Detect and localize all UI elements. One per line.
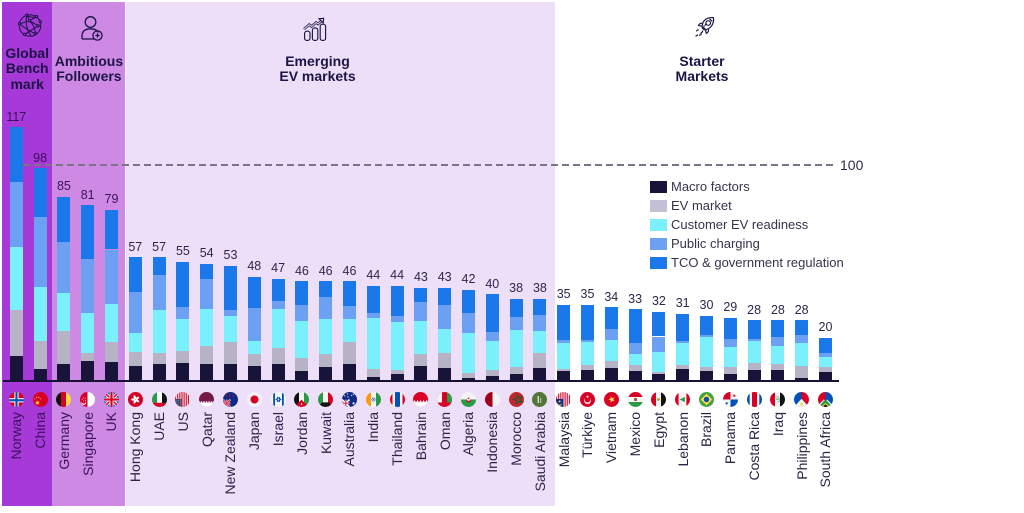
svg-text:الله: الله bbox=[776, 396, 781, 402]
